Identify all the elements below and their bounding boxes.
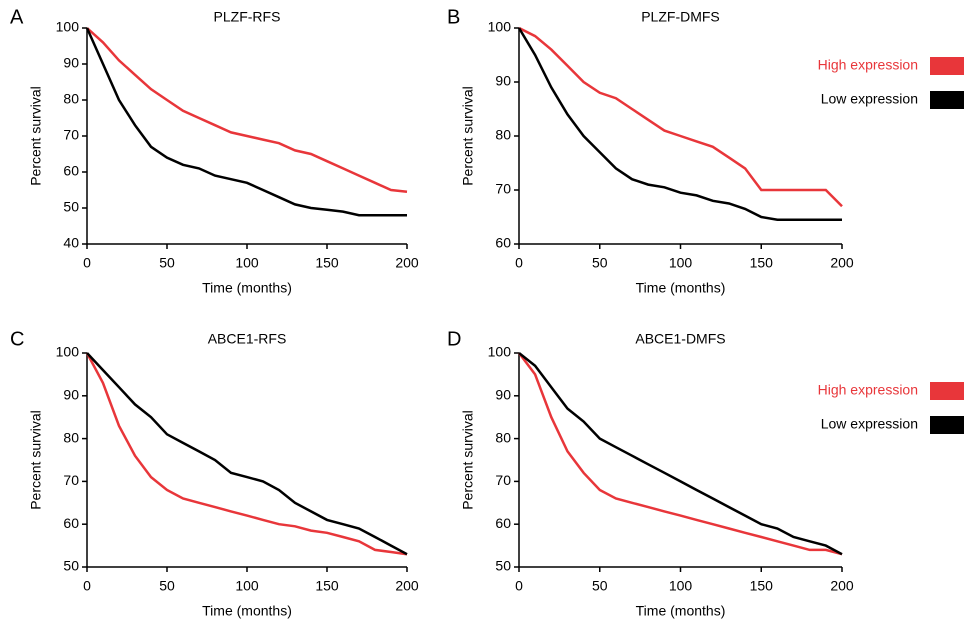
x-tick-label: 0 (515, 578, 523, 594)
x-tick-label: 200 (395, 578, 419, 594)
panel-letter: A (10, 6, 24, 28)
y-tick-label: 90 (63, 387, 79, 403)
x-tick-label: 100 (235, 255, 259, 271)
chart-title: PLZF-DMFS (641, 9, 720, 25)
y-tick-label: 70 (495, 472, 511, 488)
y-tick-label: 60 (495, 515, 511, 531)
x-tick-label: 150 (315, 578, 339, 594)
x-tick-label: 150 (750, 255, 774, 271)
legend-swatch (930, 416, 964, 434)
x-tick-label: 100 (235, 578, 259, 594)
y-tick-label: 80 (495, 429, 511, 445)
y-tick-label: 90 (63, 55, 79, 71)
y-tick-label: 60 (63, 163, 79, 179)
x-tick-label: 150 (750, 578, 774, 594)
y-tick-label: 80 (63, 91, 79, 107)
y-tick-label: 60 (63, 515, 79, 531)
y-tick-label: 90 (495, 387, 511, 403)
x-tick-label: 50 (159, 255, 175, 271)
x-tick-label: 0 (515, 255, 523, 271)
y-axis-label: Percent survival (460, 410, 476, 510)
x-axis-label: Time (months) (636, 603, 726, 619)
y-tick-label: 60 (495, 235, 511, 251)
y-tick-label: 100 (488, 19, 512, 35)
panel-letter: D (447, 328, 461, 350)
y-axis-label: Percent survival (28, 86, 44, 186)
x-tick-label: 200 (395, 255, 419, 271)
x-axis-label: Time (months) (202, 603, 292, 619)
y-tick-label: 50 (63, 558, 79, 574)
chart-title: ABCE1-DMFS (635, 331, 725, 347)
survival-curve (86, 27, 408, 194)
x-tick-label: 200 (830, 255, 854, 271)
survival-curve (86, 352, 408, 556)
y-tick-label: 100 (56, 344, 80, 360)
y-tick-label: 50 (495, 558, 511, 574)
y-tick-label: 80 (63, 429, 79, 445)
legend-label: High expression (818, 57, 918, 73)
x-tick-label: 0 (83, 255, 91, 271)
chart-title: ABCE1-RFS (208, 331, 287, 347)
x-tick-label: 50 (592, 255, 608, 271)
x-axis-label: Time (months) (636, 280, 726, 296)
x-tick-label: 100 (669, 578, 693, 594)
survival-curve (518, 352, 843, 556)
y-axis-label: Percent survival (28, 410, 44, 510)
x-tick-label: 150 (315, 255, 339, 271)
legend-swatch (930, 91, 964, 109)
y-tick-label: 70 (495, 181, 511, 197)
x-tick-label: 200 (830, 578, 854, 594)
y-axis-label: Percent survival (460, 86, 476, 186)
y-tick-label: 100 (56, 19, 80, 35)
y-tick-label: 50 (63, 199, 79, 215)
panel-letter: C (10, 328, 24, 350)
x-tick-label: 50 (592, 578, 608, 594)
legend-label: Low expression (821, 91, 918, 107)
survival-curve (85, 27, 407, 217)
y-tick-label: 70 (63, 127, 79, 143)
chart-title: PLZF-RFS (214, 9, 281, 25)
y-tick-label: 90 (495, 73, 511, 89)
survival-curve (518, 352, 843, 556)
survival-curve (85, 352, 408, 556)
survival-curve (518, 26, 843, 208)
y-tick-label: 70 (63, 472, 79, 488)
y-tick-label: 100 (488, 344, 512, 360)
x-axis-label: Time (months) (202, 280, 292, 296)
legend-label: High expression (818, 382, 918, 398)
x-tick-label: 50 (159, 578, 175, 594)
legend-swatch (930, 57, 964, 75)
y-tick-label: 80 (495, 127, 511, 143)
legend-label: Low expression (821, 416, 918, 432)
x-tick-label: 0 (83, 578, 91, 594)
x-tick-label: 100 (669, 255, 693, 271)
y-tick-label: 40 (63, 235, 79, 251)
legend-swatch (930, 382, 964, 400)
survival-curve (517, 27, 842, 221)
panel-letter: B (447, 6, 460, 28)
